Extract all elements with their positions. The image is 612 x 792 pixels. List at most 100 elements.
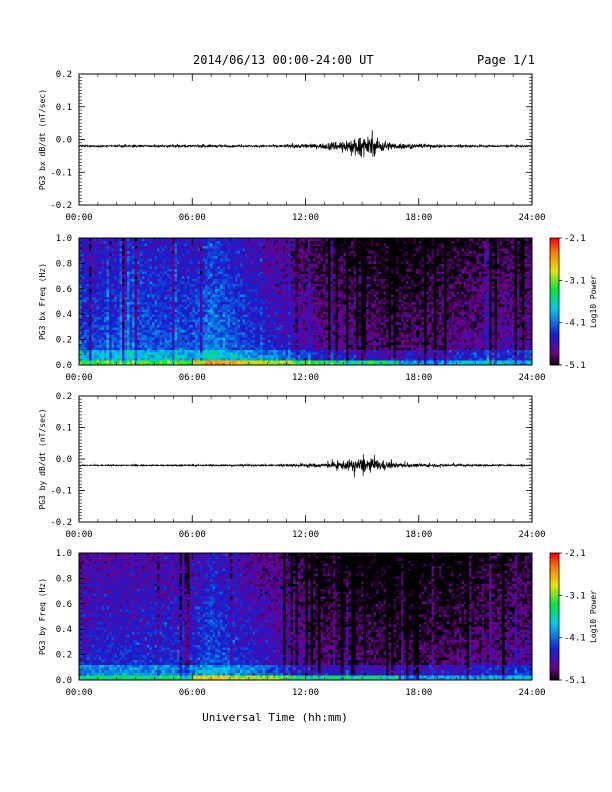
heatmap-cell bbox=[179, 352, 183, 356]
heatmap-cell bbox=[184, 286, 188, 290]
heatmap-cell bbox=[297, 273, 301, 277]
heatmap-cell bbox=[219, 253, 223, 257]
heatmap-cell bbox=[292, 271, 296, 274]
heatmap-cell bbox=[167, 306, 170, 310]
heatmap-cell bbox=[204, 331, 208, 335]
heatmap-cell bbox=[262, 286, 266, 290]
heatmap-cell bbox=[315, 344, 319, 348]
heatmap-cell bbox=[230, 263, 233, 267]
heatmap-cell bbox=[297, 281, 301, 285]
heatmap-cell bbox=[207, 339, 211, 343]
heatmap-cell bbox=[146, 359, 150, 363]
heatmap-cell bbox=[240, 253, 243, 257]
heatmap-cell bbox=[267, 263, 271, 267]
heatmap-cell bbox=[139, 286, 143, 290]
heatmap-cell bbox=[157, 306, 160, 310]
heatmap-cell bbox=[255, 276, 259, 280]
heatmap-cell bbox=[89, 293, 92, 297]
heatmap-cell bbox=[295, 326, 299, 330]
heatmap-cell bbox=[167, 344, 170, 348]
heatmap-cell bbox=[126, 265, 130, 269]
heatmap-cell bbox=[300, 245, 304, 249]
heatmap-cell bbox=[318, 309, 321, 313]
heatmap-cell bbox=[245, 329, 249, 333]
heatmap-cell bbox=[315, 238, 319, 241]
heatmap-cell bbox=[272, 286, 276, 290]
heatmap-cell bbox=[89, 304, 92, 307]
heatmap-cell bbox=[270, 321, 274, 325]
heatmap-cell bbox=[94, 362, 98, 366]
heatmap-cell bbox=[184, 326, 188, 330]
heatmap-cell bbox=[313, 250, 316, 254]
heatmap-cell bbox=[262, 359, 266, 363]
heatmap-cell bbox=[184, 263, 188, 267]
heatmap-cell bbox=[272, 337, 276, 340]
heatmap-cell bbox=[275, 354, 279, 358]
heatmap-cell bbox=[189, 357, 193, 361]
heatmap-cell bbox=[292, 324, 296, 328]
heatmap-cell bbox=[310, 342, 314, 346]
heatmap-cell bbox=[217, 344, 221, 348]
heatmap-cell bbox=[151, 278, 155, 282]
heatmap-cell bbox=[318, 319, 321, 323]
heatmap-cell bbox=[242, 321, 246, 325]
heatmap-cell bbox=[157, 334, 160, 338]
heatmap-cell bbox=[242, 339, 246, 343]
heatmap-cell bbox=[106, 276, 110, 280]
heatmap-cell bbox=[194, 238, 198, 241]
heatmap-cell bbox=[184, 271, 188, 274]
heatmap-cell bbox=[197, 298, 201, 302]
heatmap-cell bbox=[79, 331, 82, 335]
heatmap-cell bbox=[313, 238, 316, 241]
heatmap-cell bbox=[252, 240, 256, 244]
heatmap-cell bbox=[287, 268, 291, 272]
heatmap-cell bbox=[134, 250, 138, 254]
heatmap-cell bbox=[235, 354, 238, 358]
heatmap-cell bbox=[119, 352, 123, 356]
heatmap-cell bbox=[126, 268, 130, 272]
heatmap-cell bbox=[164, 354, 168, 358]
heatmap-cell bbox=[313, 339, 316, 343]
heatmap-cell bbox=[119, 321, 123, 325]
heatmap-cell bbox=[282, 253, 286, 257]
heatmap-cell bbox=[149, 273, 153, 277]
heatmap-cell bbox=[250, 291, 254, 295]
heatmap-cell bbox=[207, 342, 211, 346]
heatmap-cell bbox=[84, 304, 87, 307]
heatmap-cell bbox=[116, 359, 120, 363]
heatmap-cell bbox=[285, 250, 289, 254]
heatmap-cell bbox=[187, 316, 191, 320]
heatmap-cell bbox=[302, 265, 306, 269]
heatmap-cell bbox=[230, 311, 233, 315]
heatmap-cell bbox=[149, 342, 153, 346]
heatmap-cell bbox=[227, 309, 231, 313]
heatmap-cell bbox=[126, 245, 130, 249]
heatmap-cell bbox=[124, 359, 128, 363]
heatmap-cell bbox=[189, 362, 193, 366]
heatmap-cell bbox=[255, 286, 259, 290]
heatmap-cell bbox=[232, 253, 236, 257]
heatmap-cell bbox=[282, 344, 286, 348]
heatmap-cell bbox=[124, 319, 128, 323]
heatmap-cell bbox=[227, 298, 231, 302]
heatmap-cell bbox=[262, 298, 266, 302]
heatmap-cell bbox=[297, 288, 301, 292]
heatmap-cell bbox=[277, 240, 281, 244]
heatmap-cell bbox=[222, 248, 226, 252]
heatmap-cell bbox=[277, 288, 281, 292]
heatmap-cell bbox=[121, 301, 125, 305]
heatmap-cell bbox=[222, 286, 226, 290]
heatmap-cell bbox=[94, 344, 98, 348]
heatmap-cell bbox=[252, 349, 256, 353]
heatmap-cell bbox=[94, 253, 98, 257]
heatmap-cell bbox=[109, 293, 113, 297]
heatmap-cell bbox=[257, 288, 261, 292]
heatmap-cell bbox=[121, 344, 125, 348]
heatmap-cell bbox=[209, 352, 213, 356]
heatmap-cell bbox=[79, 316, 82, 320]
heatmap-cell bbox=[189, 347, 193, 351]
heatmap-cell bbox=[109, 243, 113, 247]
heatmap-cell bbox=[86, 359, 90, 363]
heatmap-cell bbox=[222, 311, 226, 315]
heatmap-cell bbox=[192, 298, 196, 302]
